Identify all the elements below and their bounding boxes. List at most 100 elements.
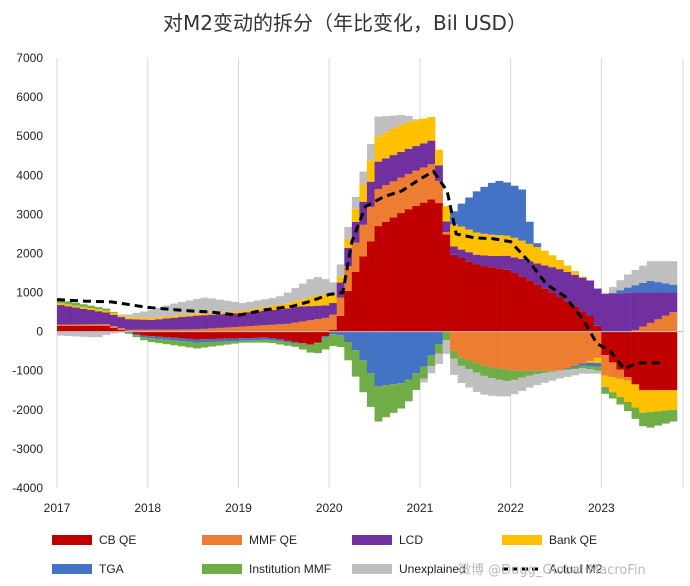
bar-unexplained [208,298,217,313]
bar-lcd [654,292,663,320]
bar-unexplained [442,340,451,354]
bar-bank-qe [593,357,602,364]
bar-cb-qe [208,331,217,340]
bar-cb-qe [586,316,595,332]
bar-bank-qe [578,276,587,278]
bar-mmf-qe [616,369,625,379]
bar-bank-qe [329,294,338,304]
bar-cb-qe [450,254,459,332]
bar-bank-qe [140,317,149,320]
legend-label: CB QE [99,533,136,547]
bar-tga [200,339,209,343]
bar-unexplained [200,297,209,314]
bar-mmf-qe [495,331,504,369]
bar-cb-qe [457,258,466,332]
bar-institution-mmf [230,341,239,344]
bar-lcd [495,255,504,269]
legend-label: MMF QE [249,533,297,547]
bar-lcd [419,143,428,168]
bar-institution-mmf [487,367,496,379]
bar-institution-mmf [457,357,466,366]
bar-cb-qe [79,325,88,332]
bar-bank-qe [193,313,201,316]
bar-cb-qe [472,264,481,332]
watermark-text: 微博 @Dugg_Global MacroFin [458,563,646,578]
bar-unexplained [359,171,368,185]
bar-institution-mmf [321,337,330,350]
bar-unexplained [563,369,572,377]
bar-institution-mmf [314,343,322,354]
bar-cb-qe [578,311,587,332]
bar-bank-qe [125,317,133,320]
bar-cb-qe [404,209,413,332]
bar-cb-qe [306,331,315,345]
bar-unexplained [450,358,459,375]
bar-tga [503,182,511,236]
bar-unexplained [193,298,201,314]
bar-institution-mmf [419,366,428,379]
bar-tga [298,343,307,344]
bar-bank-qe [366,160,375,182]
bar-tga [404,331,413,380]
bar-lcd [525,261,534,281]
legend-label: Bank QE [549,533,597,547]
bar-unexplained [276,296,285,305]
bar-institution-mmf [374,386,383,422]
bar-unexplained [140,311,149,318]
bar-mmf-qe [291,322,300,332]
bar-tga [495,180,504,236]
bar-mmf-qe [412,170,421,206]
y-tick-label: 3000 [16,207,43,221]
bar-bank-qe [177,315,186,318]
bar-cb-qe [155,331,164,337]
bar-institution-mmf [601,388,610,394]
bar-cb-qe [261,331,269,338]
bar-bank-qe [72,305,80,308]
bar-cb-qe [291,331,300,342]
bar-bank-qe [109,312,118,315]
bar-unexplained [147,310,156,318]
bar-lcd [382,158,390,186]
bar-lcd [563,271,572,302]
bar-lcd [480,255,489,267]
bar-lcd [155,319,164,330]
bar-tga [177,338,186,342]
bar-lcd [79,308,88,325]
x-tick-label: 2023 [588,501,615,515]
legend-item: MMF QE [202,533,297,547]
legend-swatch [202,535,242,545]
bar-bank-qe [170,315,179,318]
stacked-bars [57,115,678,428]
bar-cb-qe [200,331,209,340]
y-tick-label: -2000 [12,403,43,417]
y-tick-label: 4000 [16,168,43,182]
bar-bank-qe [147,317,156,320]
bar-mmf-qe [132,329,141,332]
bar-cb-qe [298,331,307,344]
bar-tga [208,339,217,342]
bar-tga [253,337,262,341]
bar-mmf-qe [276,324,285,332]
bar-lcd [125,319,133,330]
bar-cb-qe [525,280,534,332]
bar-bank-qe [132,317,141,320]
bar-tga [487,182,496,235]
bar-bank-qe [87,308,96,311]
bar-mmf-qe [435,180,443,204]
bar-cb-qe [177,331,186,339]
bar-mmf-qe [419,167,428,203]
bar-institution-mmf [246,340,254,343]
bar-unexplained [215,299,224,313]
bar-bank-qe [624,380,632,402]
bar-unexplained [593,370,602,374]
bar-cb-qe [563,301,572,332]
bar-unexplained [427,366,436,374]
bar-tga [344,331,353,343]
bar-tga [397,331,406,384]
bar-unexplained [87,331,96,338]
bar-lcd [616,293,625,332]
bar-bank-qe [314,295,322,306]
bar-unexplained [555,370,564,379]
bar-unexplained [283,292,292,304]
bar-unexplained [177,302,186,316]
